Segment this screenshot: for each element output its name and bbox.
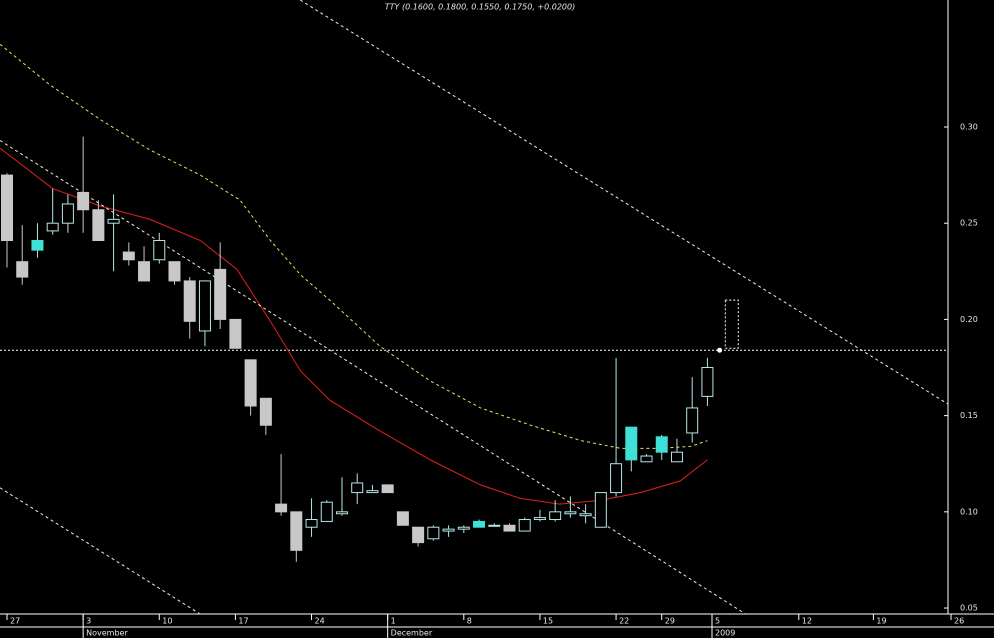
- y-tick-label: 0.05: [960, 604, 978, 613]
- x-tick-label: 3: [86, 617, 91, 626]
- candle-body: [198, 280, 211, 332]
- overlay-line: [0, 43, 708, 449]
- month-label: December: [391, 629, 433, 638]
- candle-body: [457, 526, 470, 530]
- x-tick-label: 10: [162, 617, 172, 626]
- y-tick-label: 0.10: [960, 507, 978, 516]
- candle-body: [31, 240, 44, 251]
- candle-body: [290, 511, 303, 551]
- candle-body: [549, 511, 562, 521]
- candle-body: [1, 174, 14, 242]
- candle-body: [61, 203, 74, 224]
- candle-body: [244, 359, 257, 407]
- candle-body: [640, 455, 653, 463]
- price-marker: [717, 347, 723, 353]
- candle-body: [335, 511, 348, 515]
- x-tick-label: 15: [543, 617, 553, 626]
- candle-body: [366, 490, 379, 494]
- candle-body: [229, 318, 242, 349]
- month-label: 2009: [715, 629, 735, 638]
- projection-box: [724, 299, 739, 349]
- candle-body: [92, 209, 105, 242]
- candle-body: [122, 251, 135, 261]
- candle-body: [701, 367, 714, 397]
- candle-body: [564, 511, 577, 515]
- x-tick-label: 17: [238, 617, 248, 626]
- x-tick-label: 19: [876, 617, 886, 626]
- x-tick-label: 1: [391, 617, 396, 626]
- candle-body: [488, 524, 501, 527]
- candle-body: [396, 511, 409, 526]
- x-tick-label: 8: [467, 617, 472, 626]
- candle-body: [320, 501, 333, 522]
- candle-body: [427, 526, 440, 540]
- overlay-line: [0, 487, 201, 615]
- candle-body: [670, 451, 683, 463]
- candle-body: [381, 484, 394, 494]
- chart-title: TTY (0.1600, 0.1800, 0.1550, 0.1750, +0.…: [385, 3, 575, 12]
- candle-body: [518, 519, 531, 532]
- candle-body: [46, 222, 59, 232]
- candle-body: [275, 503, 288, 513]
- candle-body: [412, 526, 425, 544]
- candle-body: [16, 261, 29, 278]
- candle-body: [351, 482, 364, 494]
- candle-body: [579, 513, 592, 517]
- overlay-line: [0, 147, 708, 505]
- candle-body: [259, 397, 272, 426]
- y-tick-label: 0.15: [960, 411, 978, 420]
- x-tick-label: 22: [619, 617, 629, 626]
- y-tick-label: 0.20: [960, 315, 978, 324]
- candle-body: [77, 191, 90, 211]
- overlay-line: [0, 140, 746, 615]
- month-label: November: [86, 629, 128, 638]
- x-tick-label: 24: [315, 617, 325, 626]
- candle-body: [610, 463, 623, 494]
- candle-body: [473, 520, 486, 528]
- candle-body: [153, 240, 166, 261]
- candle-body: [138, 261, 151, 282]
- candle-body: [625, 426, 638, 461]
- x-tick-label: 29: [665, 617, 675, 626]
- y-tick-label: 0.25: [960, 219, 978, 228]
- candle-body: [655, 436, 668, 453]
- candle-body: [107, 218, 120, 224]
- candle-body: [183, 280, 196, 322]
- y-tick-label: 0.30: [960, 122, 978, 131]
- x-tick-label: 27: [10, 617, 20, 626]
- candle-body: [214, 268, 227, 320]
- x-tick-label: 5: [715, 617, 720, 626]
- candle-body: [594, 492, 607, 528]
- x-tick-label: 12: [802, 617, 812, 626]
- candle-body: [442, 528, 455, 532]
- candle-body: [168, 261, 181, 282]
- candle-body: [533, 517, 546, 521]
- candle-body: [305, 519, 318, 528]
- x-tick-label: 26: [954, 617, 964, 626]
- overlay-line: [299, 0, 949, 405]
- candle-body: [686, 407, 699, 434]
- candle-body: [503, 524, 516, 532]
